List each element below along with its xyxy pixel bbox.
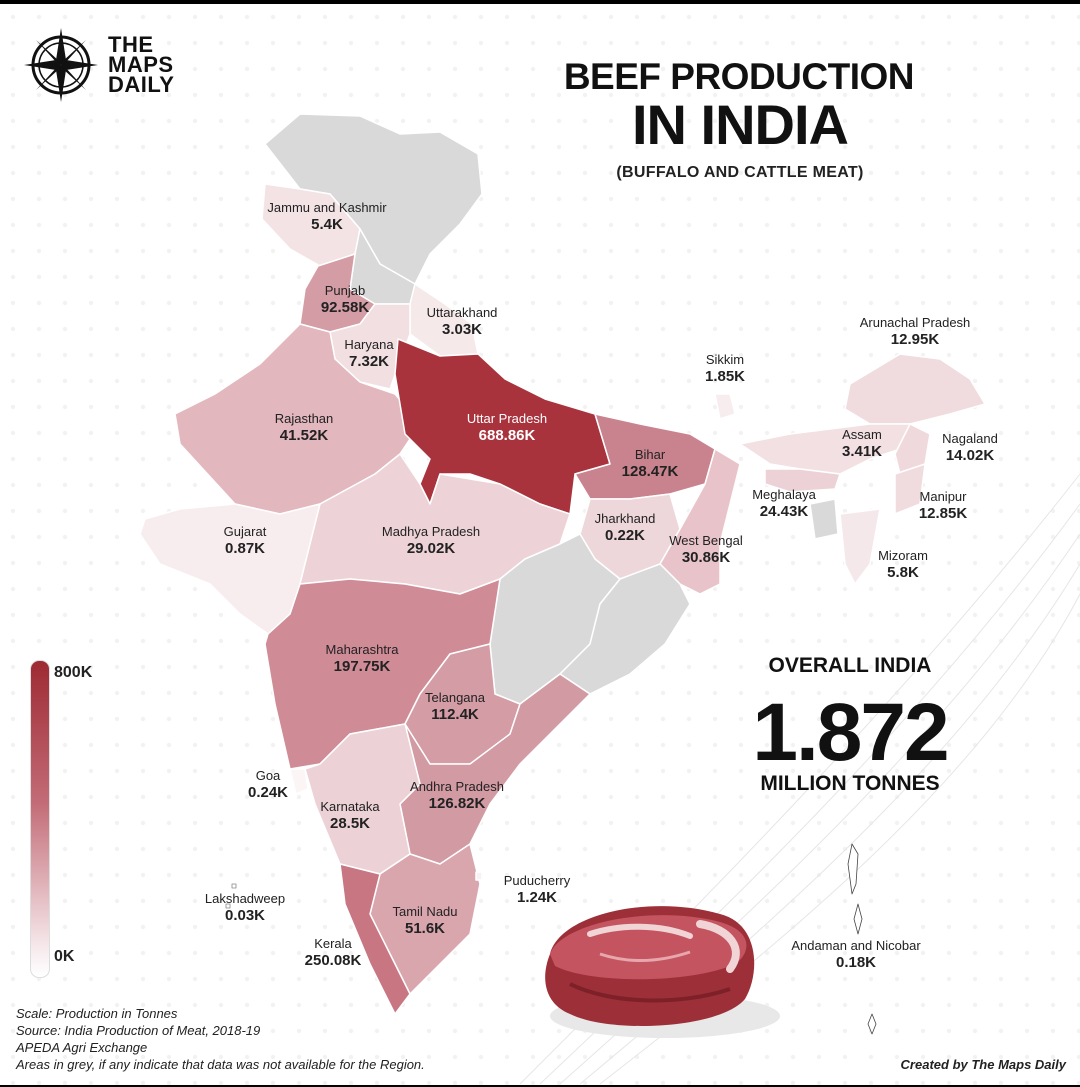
label-andhra-pradesh: Andhra Pradesh 126.82K: [410, 779, 504, 812]
credit-text: Created by The Maps Daily: [900, 1057, 1066, 1072]
region-goa: [289, 768, 309, 795]
label-rajasthan: Rajasthan 41.52K: [274, 411, 334, 444]
label-sikkim: Sikkim 1.85K: [704, 352, 746, 385]
infographic: THE MAPS DAILY BEEF PRODUCTION IN INDIA …: [0, 4, 1080, 1085]
label-maharashtra: Maharashtra 197.75K: [325, 642, 399, 675]
region-assam: [739, 423, 911, 475]
label-meghalaya: Meghalaya 24.43K: [752, 487, 816, 520]
label-west-bengal: West Bengal 30.86K: [669, 533, 743, 566]
overall-unit: MILLION TONNES: [760, 772, 940, 795]
region-uttarakhand: [409, 283, 479, 357]
region-tripura-no-data: [809, 498, 839, 540]
region-lakshadweep: [225, 883, 237, 909]
label-andaman-and-nicobar: Andaman and Nicobar 0.18K: [791, 938, 921, 971]
region-mizoram: [839, 508, 881, 585]
label-assam: Assam 3.41K: [841, 427, 883, 460]
label-haryana: Haryana 7.32K: [344, 337, 394, 370]
label-arunachal-pradesh: Arunachal Pradesh 12.95K: [859, 315, 971, 348]
label-uttar-pradesh: Uttar Pradesh 688.86K: [466, 411, 548, 444]
subtitle: (BUFFALO AND CATTLE MEAT): [616, 164, 864, 181]
brand-logo: THE MAPS DAILY: [22, 26, 174, 104]
label-lakshadweep: Lakshadweep 0.03K: [204, 891, 286, 924]
label-mizoram: Mizoram 5.8K: [878, 548, 928, 581]
compass-icon: [24, 28, 98, 102]
label-manipur: Manipur 12.85K: [918, 489, 968, 522]
label-kerala: Kerala 250.08K: [304, 936, 362, 969]
source-notes: Scale: Production in Tonnes Source: Indi…: [16, 1006, 425, 1072]
label-jharkhand: Jharkhand 0.22K: [594, 511, 656, 544]
region-kerala: [339, 863, 411, 1015]
legend-color-scale: [30, 660, 50, 978]
title-line-2: IN INDIA: [632, 93, 849, 156]
label-telangana: Telangana 112.4K: [425, 690, 485, 723]
region-manipur: [894, 463, 926, 515]
label-punjab: Punjab 92.58K: [320, 283, 370, 316]
label-tamil-nadu: Tamil Nadu 51.6K: [392, 904, 458, 937]
region-andaman-and-nicobar: [847, 843, 877, 1035]
label-bihar: Bihar 128.47K: [621, 447, 679, 480]
region-arunachal-pradesh: [844, 353, 986, 425]
overall-value: 1.872: [752, 687, 949, 778]
label-gujarat: Gujarat 0.87K: [223, 524, 267, 557]
legend-min-label: 0K: [54, 948, 75, 965]
label-madhya-pradesh: Madhya Pradesh 29.02K: [381, 524, 481, 557]
label-uttarakhand: Uttarakhand 3.03K: [426, 305, 498, 338]
label-karnataka: Karnataka 28.5K: [320, 799, 380, 832]
region-meghalaya: [764, 468, 841, 493]
label-jammu-and-kashmir: Jammu and Kashmir 5.4K: [267, 200, 387, 233]
beef-steak-illustration: [545, 906, 780, 1038]
india-map: [139, 113, 986, 1035]
label-puducherry: Puducherry 1.24K: [503, 873, 571, 906]
brand-name: THE MAPS DAILY: [108, 32, 175, 97]
label-goa: Goa 0.24K: [247, 768, 289, 801]
region-puducherry: [475, 871, 483, 881]
region-sikkim: [714, 393, 736, 420]
title-line-1: BEEF PRODUCTION: [563, 56, 915, 97]
label-nagaland: Nagaland 14.02K: [942, 431, 998, 464]
overall-label: OVERALL INDIA: [768, 654, 932, 677]
legend-max-label: 800K: [54, 664, 93, 681]
